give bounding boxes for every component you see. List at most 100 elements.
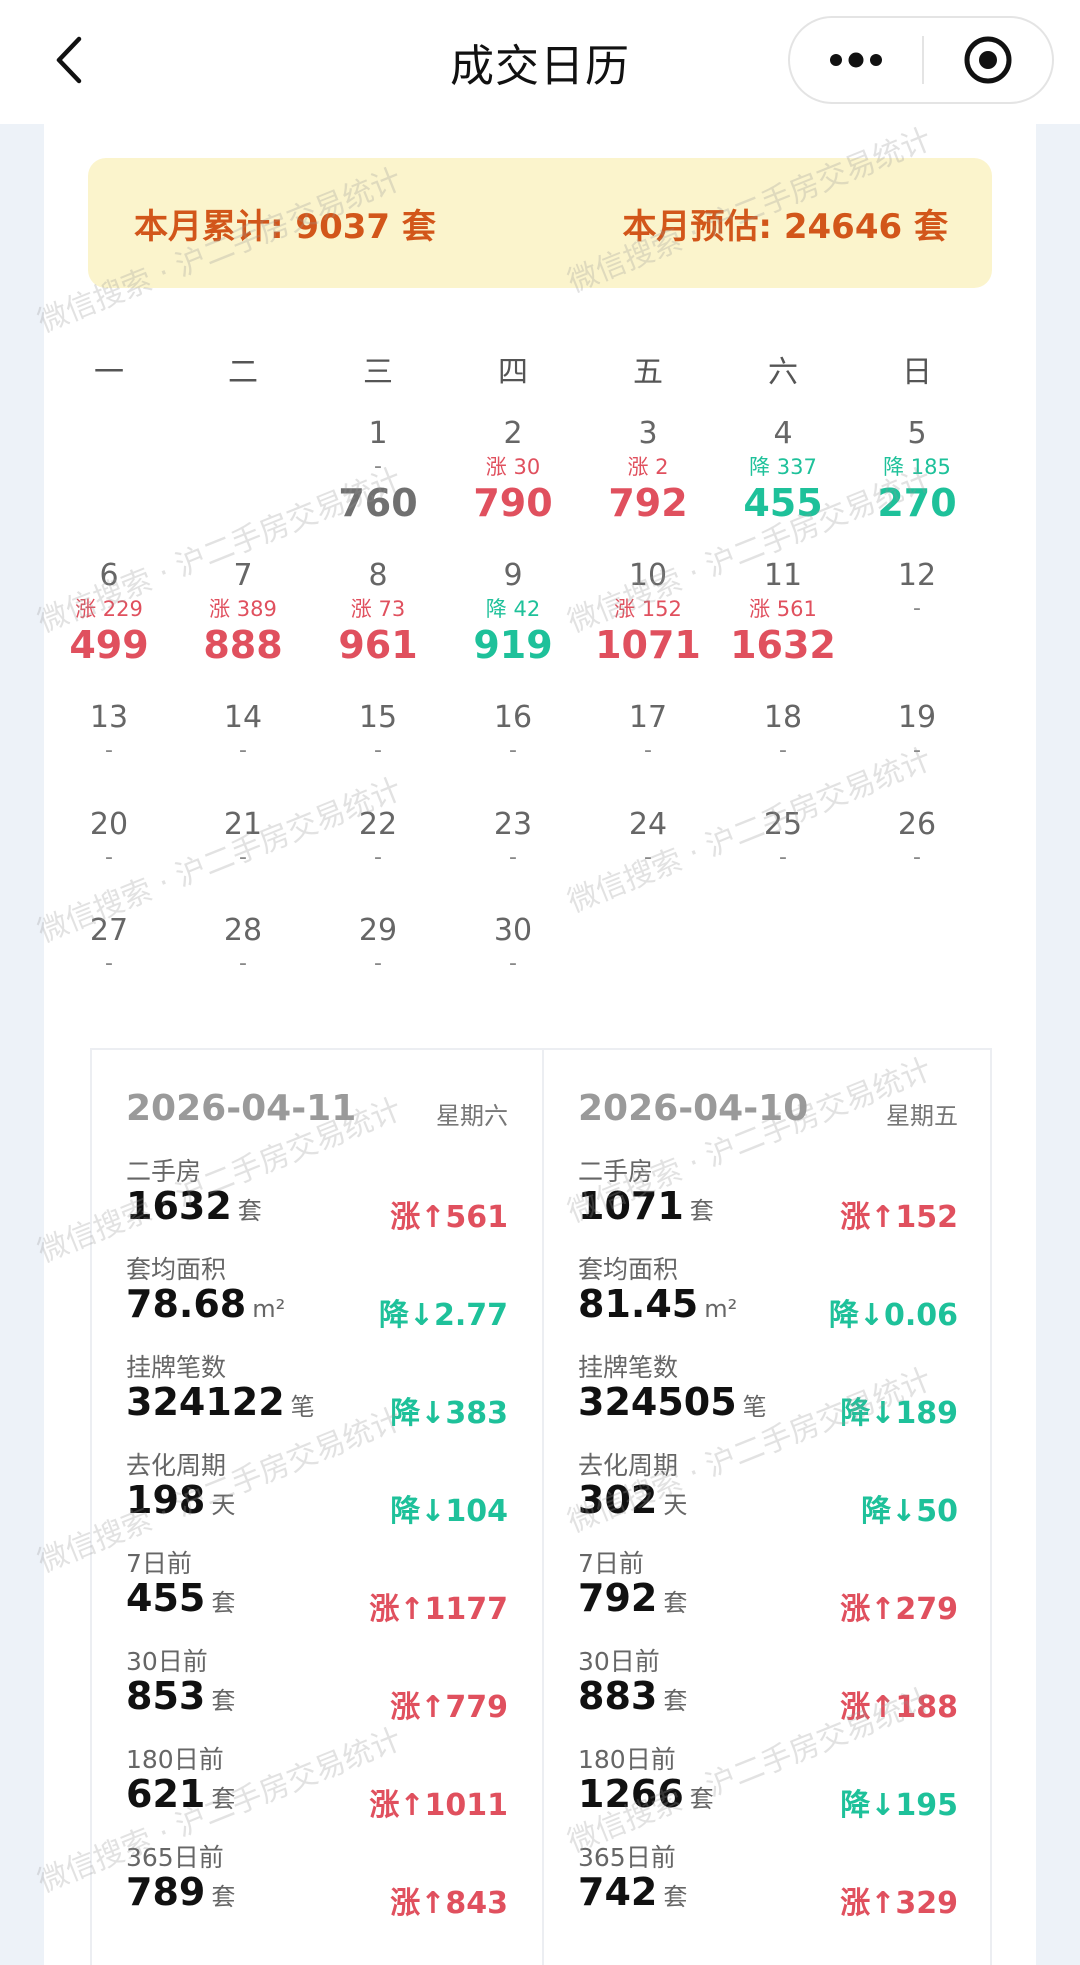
metric-number: 621 [126,1772,206,1816]
day-change: - [913,596,921,621]
metric-value: 324505 笔 [578,1380,767,1424]
metric-label: 去化周期 [578,1451,679,1480]
calendar-day-3[interactable]: 3 涨 2 792 [581,415,716,525]
metric-label: 180日前 [578,1745,676,1774]
metric-change: 降↓383 [390,1396,508,1431]
day-volume: 790 [473,481,553,525]
day-number: 21 [223,807,263,842]
metric-label: 30日前 [126,1647,208,1676]
day-number: 29 [358,913,398,948]
mini-program-capsule [788,16,1054,104]
calendar-day-13[interactable]: 13 - [42,699,177,765]
day-volume: 455 [743,481,823,525]
calendar-day-29[interactable]: 29 - [311,912,446,978]
calendar-day-10[interactable]: 10 涨 152 1071 [581,557,716,667]
metric-number: 1266 [578,1772,684,1816]
metric-value: 853 套 [126,1674,235,1718]
metric-value: 883 套 [578,1674,687,1718]
metric-row: 30日前 883 套 涨↑188 [578,1642,958,1740]
metric-label: 365日前 [578,1843,676,1872]
calendar-day-20[interactable]: 20 - [42,806,177,872]
metric-unit: 套 [237,1197,262,1225]
main-panel: 本月累计: 9037 套 本月预估: 24646 套 一二三四五六日 1-760… [44,124,1036,1965]
day-change: - [374,454,382,479]
day-change: - [105,951,113,976]
day-change: - [239,738,247,763]
metric-label: 挂牌笔数 [126,1353,227,1382]
card-header: 2026-04-11 星期六 [126,1088,508,1138]
metric-value: 1632 套 [126,1184,262,1228]
calendar-day-27[interactable]: 27 - [42,912,177,978]
metric-value: 1071 套 [578,1184,714,1228]
metric-change: 涨↑188 [840,1690,958,1725]
metric-number: 742 [578,1870,658,1914]
calendar-day-15[interactable]: 15 - [311,699,446,765]
metric-row: 去化周期 302 天 降↓50 [578,1446,958,1544]
calendar-day-16[interactable]: 16 - [446,699,581,765]
day-detail-card[interactable]: 2026-04-10 星期五 二手房 1071 套涨↑152 套均面积 81.45 m² 降↓0… [542,1050,992,1965]
metric-change: 降↓2.77 [378,1298,508,1333]
metric-change: 降↓104 [390,1494,508,1529]
day-change: - [644,738,652,763]
calendar-day-18[interactable]: 18 - [716,699,851,765]
calendar-day-26[interactable]: 26 - [850,806,985,872]
metric-change: 涨↑779 [390,1690,508,1725]
close-miniprogram-button[interactable] [924,18,1052,102]
calendar-day-6[interactable]: 6 涨 229 499 [42,557,177,667]
calendar-day-21[interactable]: 21 - [176,806,311,872]
day-number: 30 [493,913,533,948]
day-number: 8 [368,558,388,593]
metric-row: 180日前 621 套 涨↑1011 [126,1740,508,1838]
metric-change: 涨↑561 [390,1200,508,1235]
calendar-day-5[interactable]: 5 降 185 270 [850,415,985,525]
day-change: 涨 561 [749,597,817,621]
calendar-day-25[interactable]: 25 - [716,806,851,872]
calendar-day-12[interactable]: 12 - [850,557,985,623]
day-change: - [913,845,921,870]
page-title: 成交日历 [450,41,630,92]
metric-unit: m² [704,1295,738,1323]
day-number: 2 [503,416,523,451]
metric-number: 324505 [578,1380,737,1424]
calendar-day-22[interactable]: 22 - [311,806,446,872]
calendar-day-17[interactable]: 17 - [581,699,716,765]
metric-value: 302 天 [578,1478,687,1522]
calendar-day-24[interactable]: 24 - [581,806,716,872]
day-volume: 961 [338,623,418,667]
capsule-divider [922,36,924,84]
calendar-day-19[interactable]: 19 - [850,699,985,765]
calendar-day-7[interactable]: 7 涨 389 888 [176,557,311,667]
day-change: - [779,845,787,870]
day-change: - [105,738,113,763]
calendar-day-14[interactable]: 14 - [176,699,311,765]
day-volume: 1071 [595,623,701,667]
day-detail-card[interactable]: 2026-04-11 星期六 二手房 1632 套涨↑561 套均面积 78.68 m² 降↓2… [92,1050,542,1965]
calendar-day-23[interactable]: 23 - [446,806,581,872]
metric-unit: 天 [663,1491,688,1519]
calendar-day-8[interactable]: 8 涨 73 961 [311,557,446,667]
calendar-day-4[interactable]: 4 降 337 455 [716,415,851,525]
metric-change: 涨↑329 [840,1886,958,1921]
day-volume: 499 [69,623,149,667]
metric-number: 455 [126,1576,206,1620]
calendar-day-2[interactable]: 2 涨 30 790 [446,415,581,525]
day-number: 25 [763,807,803,842]
calendar-day-1[interactable]: 1 -760 [311,415,446,525]
calendar-day-11[interactable]: 11 涨 561 1632 [716,557,851,667]
day-number: 4 [773,416,793,451]
back-button[interactable] [40,30,96,90]
metric-value: 1266 套 [578,1772,714,1816]
day-number: 28 [223,913,263,948]
card-date: 2026-04-10 [578,1088,809,1129]
metric-label: 7日前 [126,1549,192,1578]
calendar-day-30[interactable]: 30 - [446,912,581,978]
more-button[interactable] [790,18,922,102]
day-change: - [644,845,652,870]
calendar-day-9[interactable]: 9 降 42 919 [446,557,581,667]
day-volume: 919 [473,623,553,667]
day-number: 10 [628,558,668,593]
metric-value: 621 套 [126,1772,235,1816]
metric-change: 降↓50 [861,1494,958,1529]
day-number: 20 [89,807,129,842]
calendar-day-28[interactable]: 28 - [176,912,311,978]
